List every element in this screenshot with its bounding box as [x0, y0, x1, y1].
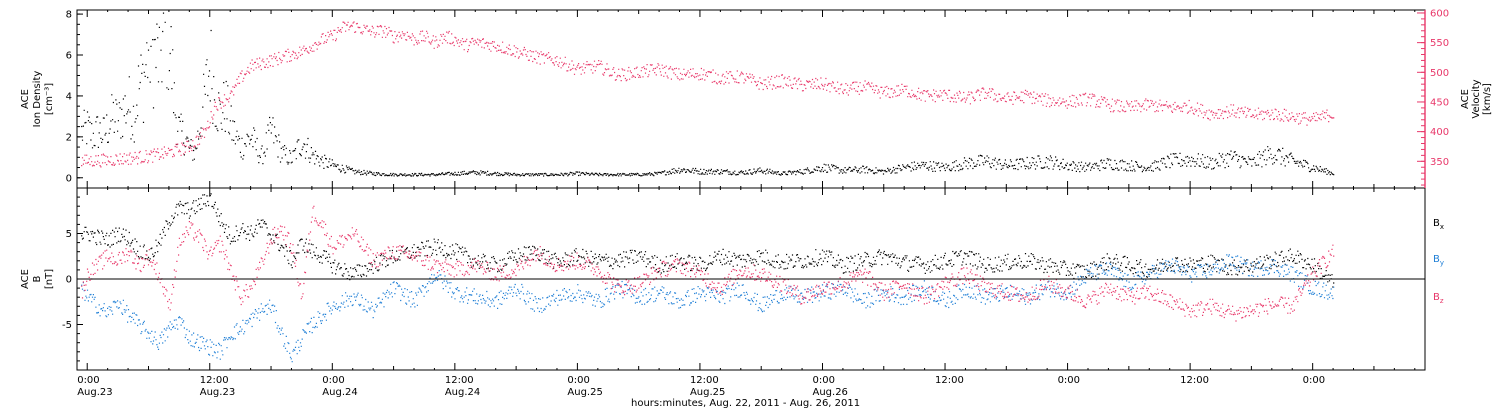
legend-base: B — [1433, 292, 1440, 303]
x-time-label: 0:00 — [812, 375, 834, 386]
density-tick-label: 2 — [66, 132, 72, 143]
legend-item-bz: Bz — [1433, 292, 1444, 305]
x-date-label: Aug.23 — [77, 387, 112, 398]
top-left-ylabel-line: Ion Density — [32, 71, 43, 128]
top-series-velocity-points — [81, 21, 1335, 168]
b-tick-label: -5 — [62, 320, 72, 331]
top-left-ylabel-line: [cm⁻³] — [44, 83, 55, 115]
x-date-label: Aug.23 — [200, 387, 235, 398]
legend-item-bx: Bx — [1433, 218, 1444, 231]
density-tick-label: 0 — [66, 173, 72, 184]
axis-ticks — [77, 10, 1425, 370]
top-panel-points — [81, 12, 1335, 177]
x-date-label: Aug.24 — [445, 387, 480, 398]
legend-base: B — [1433, 218, 1440, 229]
legend-label: Bx — [1433, 218, 1444, 231]
bottom-panel-points — [81, 193, 1335, 363]
legend-sub: x — [1440, 223, 1444, 231]
velocity-tick-label: 550 — [1430, 38, 1449, 49]
legend-sub: y — [1440, 259, 1444, 267]
x-time-label: 12:00 — [935, 375, 964, 386]
panel-frames — [76, 9, 1426, 371]
bottom-series-bz-points — [81, 205, 1335, 322]
x-time-label: 12:00 — [200, 375, 229, 386]
x-date-label: Aug.25 — [567, 387, 602, 398]
x-time-label: 0:00 — [1058, 375, 1080, 386]
bottom-series-bx-points — [81, 193, 1335, 288]
axis-labels: 0 2 4 6 8 350 400 450 500 550 600 -5 0 5 0:00 12:00 0:00… — [20, 8, 1493, 409]
legend-label: Bz — [1433, 292, 1444, 305]
x-date-label: Aug.25 — [690, 387, 725, 398]
velocity-tick-label: 350 — [1430, 157, 1449, 168]
legend-sub: z — [1440, 297, 1444, 305]
x-axis-title: hours:minutes, Aug. 22, 2011 - Aug. 26, … — [631, 398, 860, 409]
velocity-tick-label: 500 — [1430, 68, 1449, 79]
density-tick-label: 4 — [66, 91, 72, 102]
bottom-series-by-points — [81, 254, 1335, 363]
legend-label: By — [1433, 254, 1444, 267]
x-time-label: 0:00 — [77, 375, 99, 386]
x-date-label: Aug.26 — [812, 387, 847, 398]
density-tick-label: 8 — [66, 10, 72, 21]
x-time-label: 12:00 — [690, 375, 719, 386]
x-time-label: 0:00 — [322, 375, 344, 386]
top-right-ylabel-line: ACE — [1460, 89, 1471, 109]
top-series-density-points — [81, 12, 1335, 177]
density-tick-label: 6 — [66, 51, 72, 62]
bottom-left-ylabel-line: ACE — [20, 269, 31, 289]
velocity-tick-label: 450 — [1430, 97, 1449, 108]
bottom-left-ylabel-line: B — [32, 275, 43, 282]
bottom-left-ylabel-line: [nT] — [44, 269, 55, 289]
top-right-ylabel-line: [km/s] — [1482, 83, 1493, 115]
x-time-label: 12:00 — [1180, 375, 1209, 386]
x-time-label: 0:00 — [1303, 375, 1325, 386]
velocity-tick-label: 600 — [1430, 8, 1449, 19]
b-tick-label: 0 — [66, 275, 72, 286]
x-time-label: 0:00 — [567, 375, 589, 386]
velocity-tick-label: 400 — [1430, 127, 1449, 138]
x-time-label: 12:00 — [445, 375, 474, 386]
b-tick-label: 5 — [66, 229, 72, 240]
top-right-ylabel-line: Velocity — [1471, 79, 1482, 118]
legend-item-by: By — [1433, 254, 1444, 267]
legend-base: B — [1433, 254, 1440, 265]
top-left-ylabel-line: ACE — [20, 89, 31, 109]
x-date-label: Aug.24 — [322, 387, 357, 398]
